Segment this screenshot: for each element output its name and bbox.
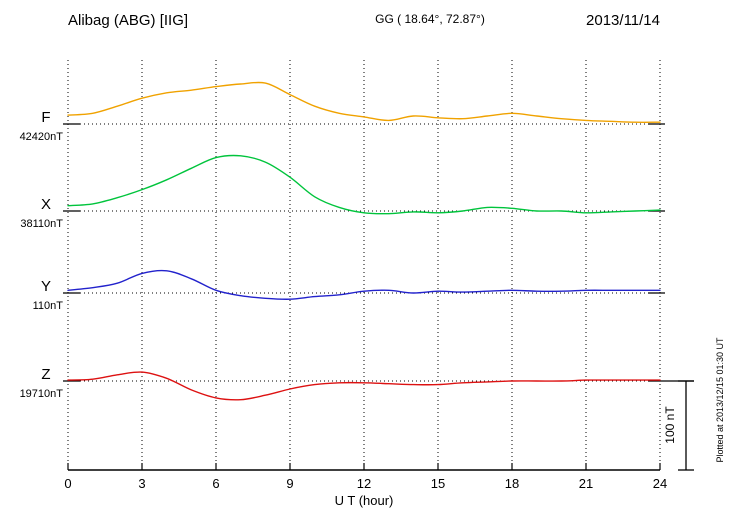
axis-tick-label: 9	[286, 476, 293, 491]
series-X-baseline-value: 38110nT	[20, 218, 63, 230]
station-title: Alibag (ABG) [IIG]	[68, 12, 188, 29]
series-Z-label: Z	[41, 366, 50, 383]
series-Y-label: Y	[41, 278, 51, 295]
axis-tick-label: 15	[431, 476, 445, 491]
trace-Z	[67, 371, 661, 401]
series-X-label: X	[41, 196, 51, 213]
series-Y-baseline-value: 110nT	[33, 300, 64, 312]
trace-X	[67, 154, 661, 215]
scale-bar-label: 100 nT	[663, 406, 677, 444]
axis-tick-label: 0	[64, 476, 71, 491]
trace-F	[67, 81, 661, 123]
series-Z-baseline-value: 19710nT	[20, 388, 64, 400]
axis-tick-label: 12	[357, 476, 371, 491]
axis-tick-label: 3	[138, 476, 145, 491]
series-F-label: F	[41, 109, 50, 126]
axis-tick-label: 18	[505, 476, 519, 491]
axis-tick-label: 21	[579, 476, 593, 491]
plot-date: 2013/11/14	[586, 12, 660, 29]
gg-coordinates: GG ( 18.64°, 72.87°)	[375, 12, 485, 26]
plotted-at-note: Plotted at 2013/12/15 01:30 UT	[715, 337, 725, 463]
series-F-baseline-value: 42420nT	[20, 131, 64, 143]
plot-graphics: 0 3 6 9 12 15 18 21 24	[63, 60, 694, 491]
xaxis-title: U T (hour)	[335, 493, 394, 508]
trace-Y	[67, 269, 661, 300]
axis-tick-label: 24	[653, 476, 667, 491]
axis-tick-label: 6	[212, 476, 219, 491]
